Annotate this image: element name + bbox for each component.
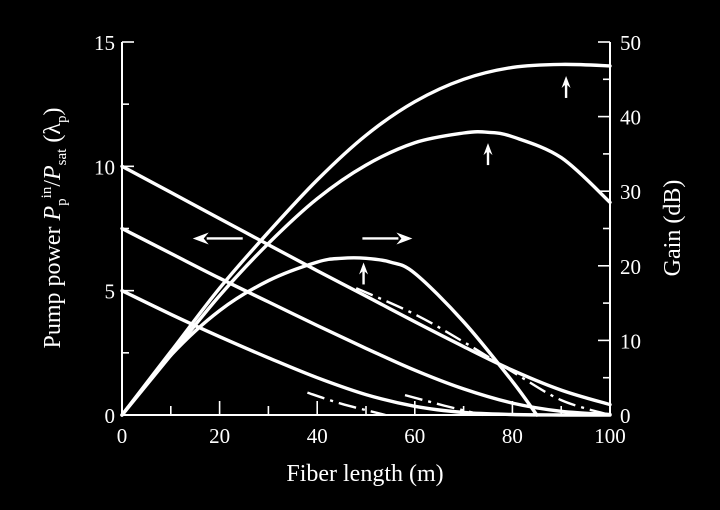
x-tick-label: 40	[307, 424, 328, 448]
dashed-curve-3	[307, 391, 386, 417]
curves	[120, 62, 612, 417]
gain-curve-3	[120, 256, 539, 417]
y-right-tick-label: 10	[620, 329, 641, 353]
x-tick-label: 80	[502, 424, 523, 448]
y-axis-title-right: Gain (dB)	[660, 180, 686, 277]
y-left-tick-label: 0	[105, 404, 116, 428]
x-tick-label: 0	[117, 424, 128, 448]
y-right-tick-label: 30	[620, 180, 641, 204]
y-right-tick-label: 40	[620, 106, 641, 130]
x-tick-label: 20	[209, 424, 230, 448]
annotations	[192, 75, 571, 285]
up-arrow-head	[359, 262, 369, 275]
y-axis-title-left: Pump power Ppin/Psat (λp)	[39, 108, 70, 349]
x-tick-label: 100	[594, 424, 626, 448]
y-left-tick-label: 5	[105, 280, 116, 304]
left-arrow-head	[192, 232, 209, 245]
x-tick-label: 60	[404, 424, 425, 448]
dashed-curve-1	[355, 287, 611, 417]
y-right-tick-label: 0	[620, 404, 631, 428]
y-right-tick-label: 50	[620, 31, 641, 55]
dashed-curve-2	[404, 393, 484, 417]
pump-power-curve-2	[120, 226, 612, 417]
up-arrow-head	[561, 75, 571, 88]
gain-curve-1	[120, 62, 612, 417]
y-left-tick-label: 10	[94, 155, 115, 179]
y-right-tick-label: 20	[620, 255, 641, 279]
x-axis-title: Fiber length (m)	[286, 461, 443, 487]
right-arrow-head	[396, 232, 413, 245]
pump-power-curve-1	[120, 164, 612, 407]
up-arrow-head	[483, 143, 493, 156]
pump-power-curve-3	[120, 289, 612, 417]
gain-curve-2	[120, 130, 612, 417]
axes	[121, 42, 611, 416]
y-left-tick-label: 15	[94, 31, 115, 55]
